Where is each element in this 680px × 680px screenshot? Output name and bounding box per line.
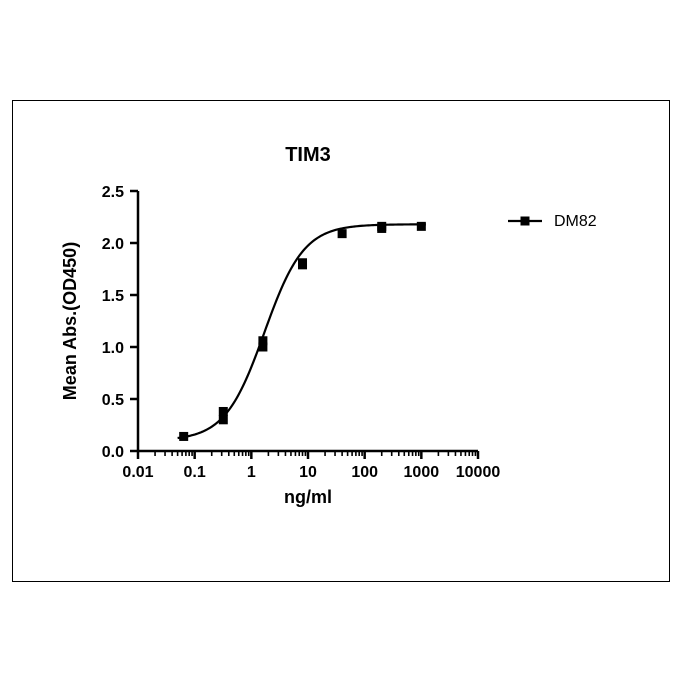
data-marker bbox=[219, 407, 228, 416]
data-marker bbox=[219, 415, 228, 424]
x-tick-label: 1000 bbox=[404, 464, 440, 481]
legend-label: DM82 bbox=[554, 213, 597, 230]
x-axis-label: ng/ml bbox=[284, 487, 332, 507]
data-marker bbox=[338, 229, 347, 238]
data-marker bbox=[417, 222, 426, 231]
data-marker bbox=[377, 222, 386, 231]
legend-marker-icon bbox=[521, 217, 530, 226]
x-tick-label: 100 bbox=[351, 464, 378, 481]
y-tick-label: 0.0 bbox=[102, 444, 124, 461]
data-marker bbox=[258, 336, 267, 345]
chart-title: TIM3 bbox=[285, 144, 331, 166]
y-tick-label: 1.5 bbox=[102, 288, 124, 305]
y-tick-label: 2.5 bbox=[102, 184, 124, 201]
y-tick-label: 0.5 bbox=[102, 392, 124, 409]
chart-svg: TIM3 0.0 0.5 1.0 1.5 2.0 2.5 0.01 0.1 1 10 100 1000 1… bbox=[13, 101, 669, 581]
x-tick-label: 0.1 bbox=[184, 464, 206, 481]
x-tick-label: 0.01 bbox=[122, 464, 153, 481]
y-tick-label: 2.0 bbox=[102, 236, 124, 253]
data-marker bbox=[298, 258, 307, 267]
data-marker bbox=[179, 432, 188, 441]
y-axis-label: Mean Abs.(OD450) bbox=[60, 242, 80, 400]
x-tick-label: 10 bbox=[299, 464, 317, 481]
x-tick-label: 10000 bbox=[456, 464, 501, 481]
x-tick-label: 1 bbox=[247, 464, 256, 481]
chart-frame: TIM3 0.0 0.5 1.0 1.5 2.0 2.5 0.01 0.1 1 10 100 1000 1… bbox=[12, 100, 670, 582]
y-tick-label: 1.0 bbox=[102, 340, 124, 357]
series-line-dm82 bbox=[178, 224, 426, 438]
